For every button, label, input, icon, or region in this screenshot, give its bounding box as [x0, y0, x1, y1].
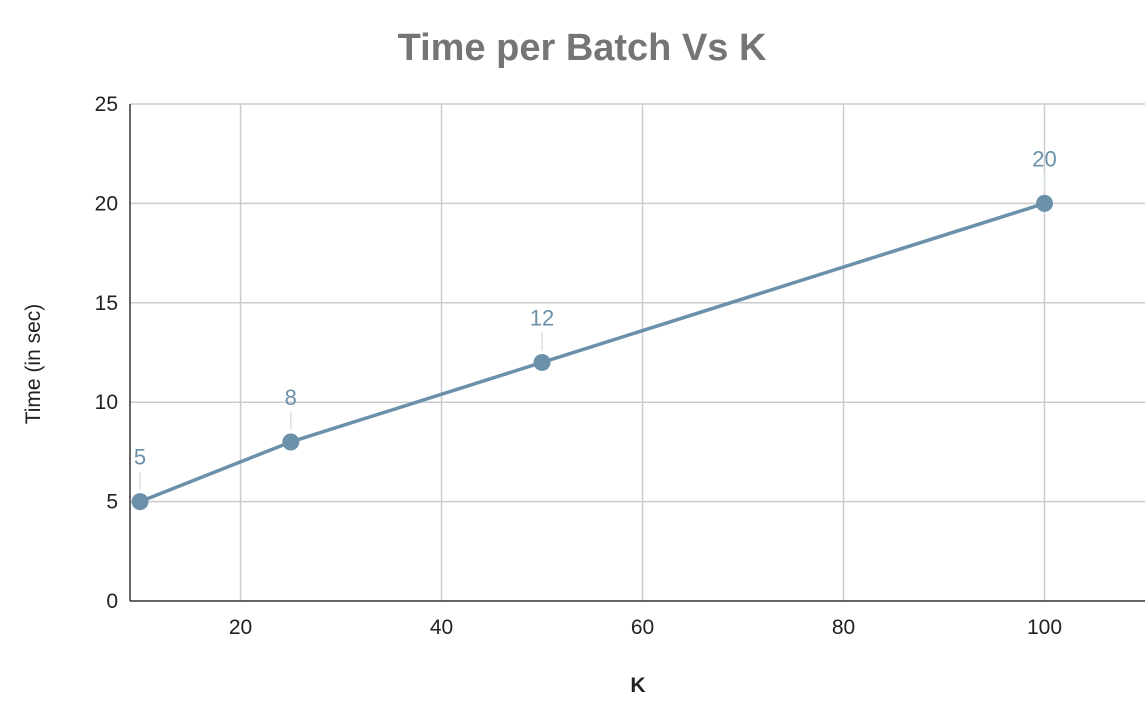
data-point	[131, 493, 149, 511]
data-label: 12	[530, 305, 554, 330]
series-layer: 5 8 12 20	[131, 146, 1057, 511]
axes	[129, 104, 1145, 602]
y-tick-label: 0	[106, 590, 118, 613]
x-axis-title: K	[630, 674, 645, 697]
chart-title: Time per Batch Vs K	[398, 27, 767, 69]
data-point	[282, 433, 300, 451]
y-tick-label: 15	[95, 292, 118, 315]
data-label: 5	[134, 445, 146, 470]
x-tick-label: 40	[430, 616, 453, 639]
data-label: 20	[1032, 146, 1056, 171]
y-axis-title: Time (in sec)	[22, 304, 45, 425]
x-tick-label: 60	[631, 616, 654, 639]
x-tick-label: 80	[832, 616, 855, 639]
y-tick-label: 5	[106, 491, 118, 514]
y-tick-label: 25	[95, 93, 118, 116]
data-point	[533, 353, 551, 371]
y-tick-label: 20	[95, 192, 118, 215]
tick-labels: 0 5 10 15 20 25 20 40 60 80 100	[95, 93, 1062, 639]
gridlines	[130, 103, 1145, 601]
x-tick-label: 100	[1027, 616, 1062, 639]
data-point	[1036, 194, 1054, 212]
data-label: 8	[285, 385, 297, 410]
x-tick-label: 20	[229, 616, 252, 639]
series-line	[139, 201, 1046, 504]
y-tick-label: 10	[95, 391, 118, 414]
